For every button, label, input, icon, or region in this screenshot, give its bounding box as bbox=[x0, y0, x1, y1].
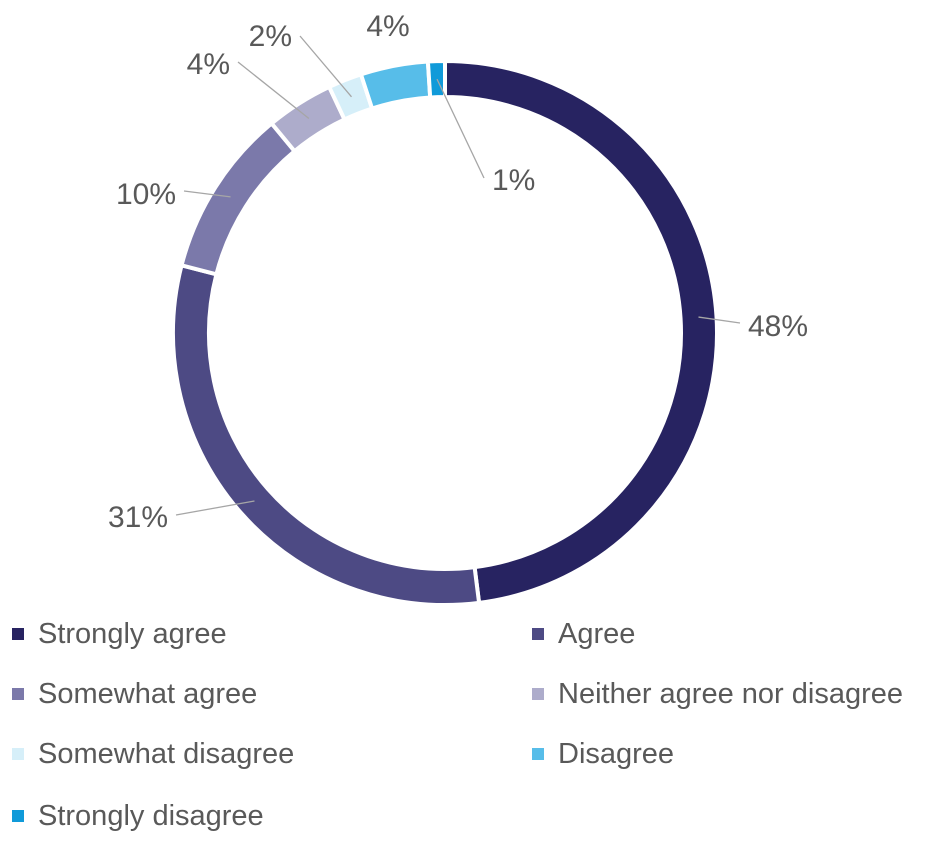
slice-somewhat-agree bbox=[179, 120, 298, 277]
legend-swatch bbox=[532, 628, 544, 640]
legend-swatch bbox=[12, 688, 24, 700]
legend-swatch bbox=[12, 748, 24, 760]
legend-item-agree: Agree bbox=[532, 612, 635, 656]
legend-swatch bbox=[532, 748, 544, 760]
legend-item-somewhat-disagree: Somewhat disagree bbox=[12, 732, 294, 776]
legend-label: Somewhat disagree bbox=[38, 737, 295, 770]
slice-disagree bbox=[358, 59, 433, 112]
data-label-somewhat-disagree: 2% bbox=[249, 20, 292, 53]
slice-agree bbox=[171, 262, 482, 607]
legend-label: Strongly disagree bbox=[38, 799, 264, 832]
legend: Strongly agree Agree Somewhat agree Neither… bbox=[0, 612, 947, 850]
data-label-neither-agree-nor-disagree: 4% bbox=[187, 48, 230, 81]
data-label-disagree: 4% bbox=[366, 10, 409, 43]
legend-label: Agree bbox=[558, 617, 636, 650]
data-labels-layer: 48% 31% 10% 4% 2% 4% 1% bbox=[108, 10, 808, 534]
leader-line-somewhat-disagree bbox=[299, 35, 352, 98]
legend-item-strongly-agree: Strongly agree bbox=[12, 612, 227, 656]
leader-line-strongly-agree bbox=[698, 316, 741, 324]
leader-line-neither-agree-nor-disagree bbox=[237, 61, 310, 120]
legend-swatch bbox=[532, 688, 544, 700]
data-label-agree: 31% bbox=[108, 501, 168, 534]
data-label-somewhat-agree: 10% bbox=[116, 178, 176, 211]
donut-chart-plot: 48% 31% 10% 4% 2% 4% 1% bbox=[108, 10, 808, 607]
leader-lines-layer bbox=[175, 35, 741, 516]
slice-strongly-agree bbox=[443, 58, 719, 606]
slices-layer bbox=[171, 58, 719, 607]
legend-item-strongly-disagree: Strongly disagree bbox=[12, 794, 264, 838]
leader-line-strongly-disagree bbox=[436, 78, 485, 179]
data-label-strongly-disagree: 1% bbox=[492, 164, 535, 197]
legend-label: Neither agree nor disagree bbox=[558, 677, 903, 710]
legend-item-disagree: Disagree bbox=[532, 732, 674, 776]
legend-label: Somewhat agree bbox=[38, 677, 258, 710]
legend-swatch bbox=[12, 810, 24, 822]
data-label-strongly-agree: 48% bbox=[748, 310, 808, 343]
legend-swatch bbox=[12, 628, 24, 640]
legend-item-neither-agree-nor-disagree: Neither agree nor disagree bbox=[532, 672, 903, 716]
leader-line-somewhat-agree bbox=[183, 190, 231, 198]
legend-item-somewhat-agree: Somewhat agree bbox=[12, 672, 257, 716]
leader-line-agree bbox=[175, 500, 255, 516]
legend-label: Disagree bbox=[558, 737, 675, 770]
legend-label: Strongly agree bbox=[38, 617, 227, 650]
